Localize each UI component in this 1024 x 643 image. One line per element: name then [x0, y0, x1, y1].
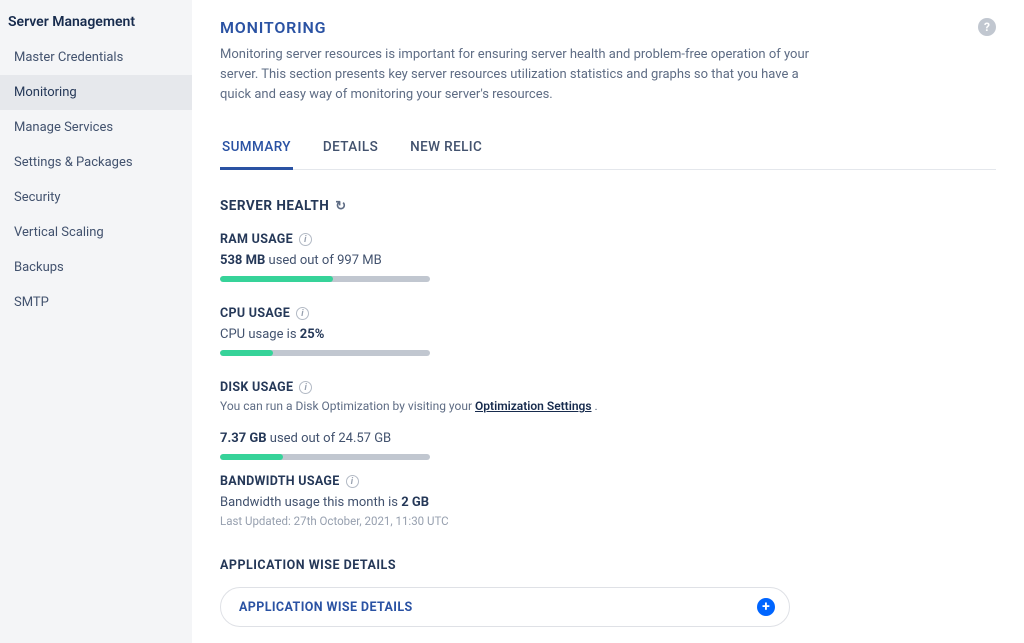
server-health-label: SERVER HEALTH [220, 198, 329, 214]
refresh-icon[interactable]: ↻ [335, 199, 346, 214]
sidebar-item-manage-services[interactable]: Manage Services [0, 110, 192, 145]
sidebar: Server Management Master Credentials Mon… [0, 0, 192, 643]
sidebar-item-master-credentials[interactable]: Master Credentials [0, 40, 192, 75]
bandwidth-usage-label: BANDWIDTH USAGE i [220, 474, 996, 489]
ram-usage-label: RAM USAGE i [220, 232, 996, 247]
disk-label-text: DISK USAGE [220, 380, 293, 395]
bandwidth-usage-text: Bandwidth usage this month is 2 GB [220, 495, 996, 510]
cpu-usage-label: CPU USAGE i [220, 306, 996, 321]
ram-progress-bar [220, 276, 430, 282]
tabs: SUMMARY DETAILS NEW RELIC [220, 139, 996, 170]
sidebar-title: Server Management [0, 10, 192, 40]
tab-new-relic[interactable]: NEW RELIC [408, 139, 484, 170]
help-icon[interactable]: ? [978, 18, 996, 36]
cpu-progress-bar [220, 350, 430, 356]
info-icon[interactable]: i [296, 307, 309, 320]
application-wise-details-expand[interactable]: APPLICATION WISE DETAILS + [220, 587, 790, 627]
disk-used-value: 7.37 GB [220, 431, 267, 446]
disk-usage-text: 7.37 GB used out of 24.57 GB [220, 431, 996, 446]
sidebar-item-settings-packages[interactable]: Settings & Packages [0, 145, 192, 180]
page-description: Monitoring server resources is important… [220, 45, 810, 105]
sidebar-item-vertical-scaling[interactable]: Vertical Scaling [0, 215, 192, 250]
cpu-value: 25% [300, 327, 325, 342]
sidebar-item-backups[interactable]: Backups [0, 250, 192, 285]
plus-icon[interactable]: + [757, 598, 775, 616]
info-icon[interactable]: i [299, 381, 312, 394]
sidebar-item-smtp[interactable]: SMTP [0, 285, 192, 320]
main-content: MONITORING ? Monitoring server resources… [192, 0, 1024, 643]
ram-mid-text: used out of [265, 253, 337, 268]
cpu-label-text: CPU USAGE [220, 306, 290, 321]
tab-details[interactable]: DETAILS [321, 139, 380, 170]
optimization-settings-link[interactable]: Optimization Settings [475, 399, 592, 413]
bandwidth-last-updated: Last Updated: 27th October, 2021, 11:30 … [220, 514, 996, 528]
cpu-prefix: CPU usage is [220, 327, 300, 342]
page-title: MONITORING [220, 18, 326, 37]
bandwidth-label-text: BANDWIDTH USAGE [220, 474, 340, 489]
cpu-progress-fill [220, 350, 273, 356]
disk-note-suffix: . [595, 399, 598, 413]
ram-total-value: 997 MB [337, 253, 382, 268]
ram-usage-text: 538 MB used out of 997 MB [220, 253, 996, 268]
disk-progress-fill [220, 454, 283, 460]
info-icon[interactable]: i [346, 475, 359, 488]
ram-used-value: 538 MB [220, 253, 265, 268]
disk-total-value: 24.57 GB [338, 431, 391, 446]
disk-note-prefix: You can run a Disk Optimization by visit… [220, 399, 475, 413]
tab-summary[interactable]: SUMMARY [220, 139, 293, 170]
disk-mid-text: used out of [267, 431, 339, 446]
sidebar-item-monitoring[interactable]: Monitoring [0, 75, 192, 110]
bandwidth-value: 2 GB [401, 495, 429, 510]
server-health-heading: SERVER HEALTH ↻ [220, 198, 996, 214]
ram-progress-fill [220, 276, 333, 282]
ram-label-text: RAM USAGE [220, 232, 293, 247]
sidebar-item-security[interactable]: Security [0, 180, 192, 215]
bandwidth-prefix: Bandwidth usage this month is [220, 495, 401, 510]
info-icon[interactable]: i [299, 233, 312, 246]
disk-progress-bar [220, 454, 430, 460]
application-wise-details-heading: APPLICATION WISE DETAILS [220, 558, 996, 573]
cpu-usage-text: CPU usage is 25% [220, 327, 996, 342]
expand-row-label: APPLICATION WISE DETAILS [239, 600, 413, 615]
disk-optimization-note: You can run a Disk Optimization by visit… [220, 399, 996, 413]
disk-usage-label: DISK USAGE i [220, 380, 996, 395]
